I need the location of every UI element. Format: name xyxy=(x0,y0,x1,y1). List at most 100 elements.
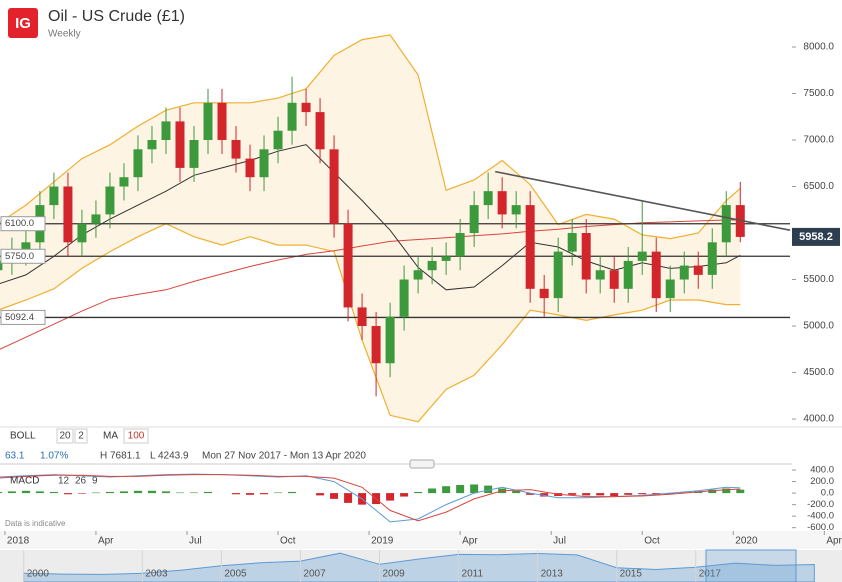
macd-bar xyxy=(119,491,128,494)
boll-label[interactable]: BOLL xyxy=(10,431,36,442)
ma-period[interactable]: 100 xyxy=(128,431,145,442)
y-tick-label: -400.0 xyxy=(807,511,834,522)
candle-body xyxy=(637,251,647,261)
macd-bar xyxy=(470,484,479,494)
candle-body xyxy=(525,205,535,289)
x-tick-label: 2018 xyxy=(7,536,30,547)
info-percent: 1.07% xyxy=(40,451,68,462)
macd-bar xyxy=(610,493,619,496)
macd-bar xyxy=(175,492,184,494)
last-price-box xyxy=(792,227,840,246)
signal-line xyxy=(0,474,741,522)
candle-body xyxy=(147,140,157,150)
candle-body xyxy=(91,214,101,224)
candle-body xyxy=(119,177,129,187)
resize-handle[interactable] xyxy=(409,459,435,469)
level-label-box xyxy=(0,216,46,232)
macd-bar xyxy=(147,490,156,494)
level-label-box xyxy=(0,248,46,264)
candle-body xyxy=(567,233,577,252)
candle-body xyxy=(259,149,269,178)
macd-bar xyxy=(512,490,521,494)
logo-box xyxy=(8,8,38,38)
candle-body xyxy=(721,205,731,243)
nav-tick-label: 2017 xyxy=(699,569,722,580)
info-range: Mon 27 Nov 2017 - Mon 13 Apr 2020 xyxy=(202,451,366,462)
candle-body xyxy=(203,102,213,141)
bollinger-upper xyxy=(0,34,741,240)
macd-bar xyxy=(189,492,198,494)
macd-bar xyxy=(133,490,142,494)
nav-tick-label: 2013 xyxy=(541,569,564,580)
chart-subtitle: Weekly xyxy=(48,29,81,40)
plot-area xyxy=(0,34,791,423)
level-label: 5750.0 xyxy=(5,251,34,262)
x-tick-label: 2020 xyxy=(735,536,758,547)
macd-bar xyxy=(77,493,86,494)
macd-bar xyxy=(736,489,745,494)
macd-label[interactable]: MACD xyxy=(10,476,39,487)
y-tick-label: 400.0 xyxy=(810,465,834,476)
x-tick-label: Apr xyxy=(826,536,842,547)
macd-bar xyxy=(442,486,451,494)
y-tick-label: 200.0 xyxy=(810,476,834,487)
candle-body xyxy=(609,270,619,289)
ma-label[interactable]: MA xyxy=(103,431,118,442)
macd-param[interactable]: 12 xyxy=(58,476,70,487)
candle-body xyxy=(679,265,689,280)
x-tick-label: 2019 xyxy=(371,536,394,547)
macd-bar xyxy=(582,493,591,496)
macd-bar xyxy=(0,491,2,494)
level-label-box xyxy=(0,309,46,325)
macd-param[interactable]: 26 xyxy=(75,476,87,487)
macd-bar xyxy=(638,493,647,495)
price-axis: 6100.0 5750.0 5092.4 4000.0 4500.0 5000.0 5500… xyxy=(0,42,840,425)
macd-bar xyxy=(456,485,465,494)
boll-stddev[interactable]: 2 xyxy=(78,431,84,442)
param-box[interactable] xyxy=(74,428,88,444)
nav-tick-label: 2007 xyxy=(303,569,326,580)
candle-body xyxy=(469,205,479,234)
candle-body xyxy=(441,256,451,261)
info-change: 63.1 xyxy=(5,451,25,462)
macd-bar xyxy=(484,485,493,494)
candle-body xyxy=(357,307,367,327)
candle-body xyxy=(301,102,311,113)
macd-bar xyxy=(63,493,72,495)
macd-bar xyxy=(105,491,114,494)
macd-bar xyxy=(161,491,170,494)
level-label: 6100.0 xyxy=(5,218,34,229)
level-label: 5092.4 xyxy=(5,312,34,323)
param-box[interactable] xyxy=(56,428,74,444)
candle-body xyxy=(427,260,437,271)
candle-body xyxy=(497,191,507,215)
macd-bar xyxy=(91,492,100,494)
x-tick-label: Oct xyxy=(644,536,660,547)
param-box[interactable] xyxy=(123,428,149,444)
y-tick-label: 5500.0 xyxy=(803,274,834,285)
y-tick-label: 8000.0 xyxy=(803,42,834,53)
x-tick-label: Apr xyxy=(98,536,114,547)
x-tick-label: Apr xyxy=(462,536,478,547)
y-tick-label: 4000.0 xyxy=(803,414,834,425)
note: Data is indicative xyxy=(5,519,66,528)
macd-bar xyxy=(596,493,605,496)
candle-body xyxy=(413,270,423,280)
macd-bar xyxy=(540,493,549,497)
macd-bar xyxy=(666,493,675,495)
candle-body xyxy=(231,140,241,159)
navigator-series: 2000 2003 2005 2007 2009 2011 2013 2015 2017 xyxy=(23,550,815,582)
y-tick-label: -600.0 xyxy=(807,522,834,533)
y-tick-label: 6500.0 xyxy=(803,181,834,192)
boll-period[interactable]: 20 xyxy=(59,431,71,442)
candle-body xyxy=(63,186,73,243)
macd-bar xyxy=(526,493,535,495)
candle-body xyxy=(133,149,143,178)
navigator-window[interactable] xyxy=(705,549,797,582)
candle-body xyxy=(105,186,115,215)
candle-body xyxy=(0,260,3,271)
y-tick-label: 7000.0 xyxy=(803,135,834,146)
macd-bar xyxy=(386,493,395,501)
macd-param[interactable]: 9 xyxy=(92,476,98,487)
